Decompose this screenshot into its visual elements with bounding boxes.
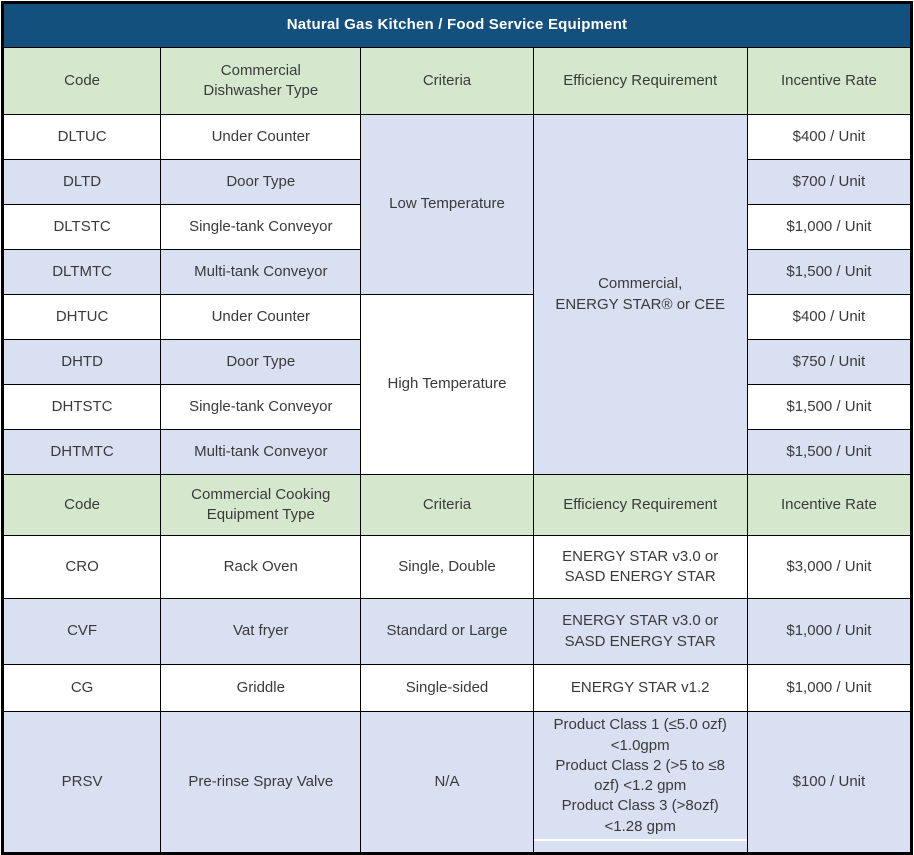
cell-efficiency: ENERGY STAR v1.2 [532,664,748,712]
cell-type: Griddle [160,664,362,712]
cell-type: Door Type [160,159,362,205]
cell-type: Rack Oven [160,535,362,599]
cell-criteria: Standard or Large [360,598,534,665]
header-cooking-type: Commercial Cooking Equipment Type [160,474,362,536]
cell-code: CVF [1,598,162,665]
cell-rate: $1,500 / Unit [746,249,913,295]
cell-divider-line [534,839,747,841]
cooking-header-row: Code Commercial Cooking Equipment Type C… [1,474,913,536]
cell-rate: $750 / Unit [746,339,913,385]
header-incentive-rate: Incentive Rate [746,474,913,536]
cell-code: DHTSTC [1,384,162,430]
cell-type: Door Type [160,339,362,385]
table-row-dhtmtc: DHTMTC Multi-tank Conveyor $1,500 / Unit [1,429,913,475]
cell-efficiency: ENERGY STAR v3.0 or SASD ENERGY STAR [532,598,748,665]
table-row-cvf: CVF Vat fryer Standard or Large ENERGY S… [1,598,913,665]
cell-code: DLTD [1,159,162,205]
table-row-dhtstc: DHTSTC Single-tank Conveyor $1,500 / Uni… [1,384,913,430]
cell-efficiency: ENERGY STAR v3.0 or SASD ENERGY STAR [532,535,748,599]
cell-type: Single-tank Conveyor [160,204,362,250]
table-row-dltd: DLTD Door Type $700 / Unit [1,159,913,205]
cell-criteria: Single, Double [360,535,534,599]
table-row-prsv: PRSV Pre-rinse Spray Valve N/A Product C… [1,711,913,854]
cell-criteria-low-temperature: Low Temperature [360,114,534,295]
cell-code: DLTMTC [1,249,162,295]
cell-rate: $1,500 / Unit [746,429,913,475]
cell-code: DLTUC [1,114,162,160]
cell-criteria: N/A [360,711,534,854]
header-criteria: Criteria [360,474,534,536]
cell-rate: $1,000 / Unit [746,664,913,712]
table-row-cro: CRO Rack Oven Single, Double ENERGY STAR… [1,535,913,599]
header-criteria: Criteria [360,47,534,115]
cell-rate: $1,000 / Unit [746,204,913,250]
cell-rate: $1,500 / Unit [746,384,913,430]
prsv-efficiency-text: Product Class 1 (≤5.0 ozf) <1.0gpm Produ… [553,716,727,835]
cell-code: CG [1,664,162,712]
table-row-cg: CG Griddle Single-sided ENERGY STAR v1.2… [1,664,913,712]
header-code: Code [1,474,162,536]
table-row-dhtuc: DHTUC Under Counter High Temperature $40… [1,294,913,475]
cell-type: Under Counter [160,114,362,160]
cell-rate: $1,000 / Unit [746,598,913,665]
table-row-dltmtc: DLTMTC Multi-tank Conveyor $1,500 / Unit [1,249,913,295]
cell-rate: $3,000 / Unit [746,535,913,599]
table-row-dltuc: DLTUC Under Counter Low Temperature Comm… [1,114,913,475]
cell-code: DLTSTC [1,204,162,250]
cell-criteria: Single-sided [360,664,534,712]
header-dishwasher-type: Commercial Dishwasher Type [160,47,362,115]
table-row-dltstc: DLTSTC Single-tank Conveyor $1,000 / Uni… [1,204,913,250]
table-row-dhtd: DHTD Door Type $750 / Unit [1,339,913,385]
cell-code: DHTUC [1,294,162,340]
cell-code: DHTD [1,339,162,385]
cell-rate: $400 / Unit [746,294,913,340]
cell-type: Vat fryer [160,598,362,665]
header-incentive-rate: Incentive Rate [746,47,913,115]
cell-efficiency: Product Class 1 (≤5.0 ozf) <1.0gpm Produ… [532,711,748,854]
cell-code: CRO [1,535,162,599]
cell-type: Under Counter [160,294,362,340]
header-code: Code [1,47,162,115]
cell-rate: $400 / Unit [746,114,913,160]
cell-rate: $100 / Unit [746,711,913,854]
dishwasher-header-row: Code Commercial Dishwasher Type Criteria… [1,47,913,115]
title-row: Natural Gas Kitchen / Food Service Equip… [2,2,912,48]
cell-type: Multi-tank Conveyor [160,249,362,295]
cell-type: Single-tank Conveyor [160,384,362,430]
header-efficiency-requirement: Efficiency Requirement [532,47,748,115]
cell-rate: $700 / Unit [746,159,913,205]
cell-criteria-high-temperature: High Temperature [360,294,534,475]
cell-type: Multi-tank Conveyor [160,429,362,475]
header-efficiency-requirement: Efficiency Requirement [532,474,748,536]
cell-code: DHTMTC [1,429,162,475]
table-title: Natural Gas Kitchen / Food Service Equip… [2,2,912,48]
cell-code: PRSV [1,711,162,854]
cell-efficiency-dishwashers: Commercial, ENERGY STAR® or CEE [532,114,748,475]
cell-type: Pre-rinse Spray Valve [160,711,362,854]
